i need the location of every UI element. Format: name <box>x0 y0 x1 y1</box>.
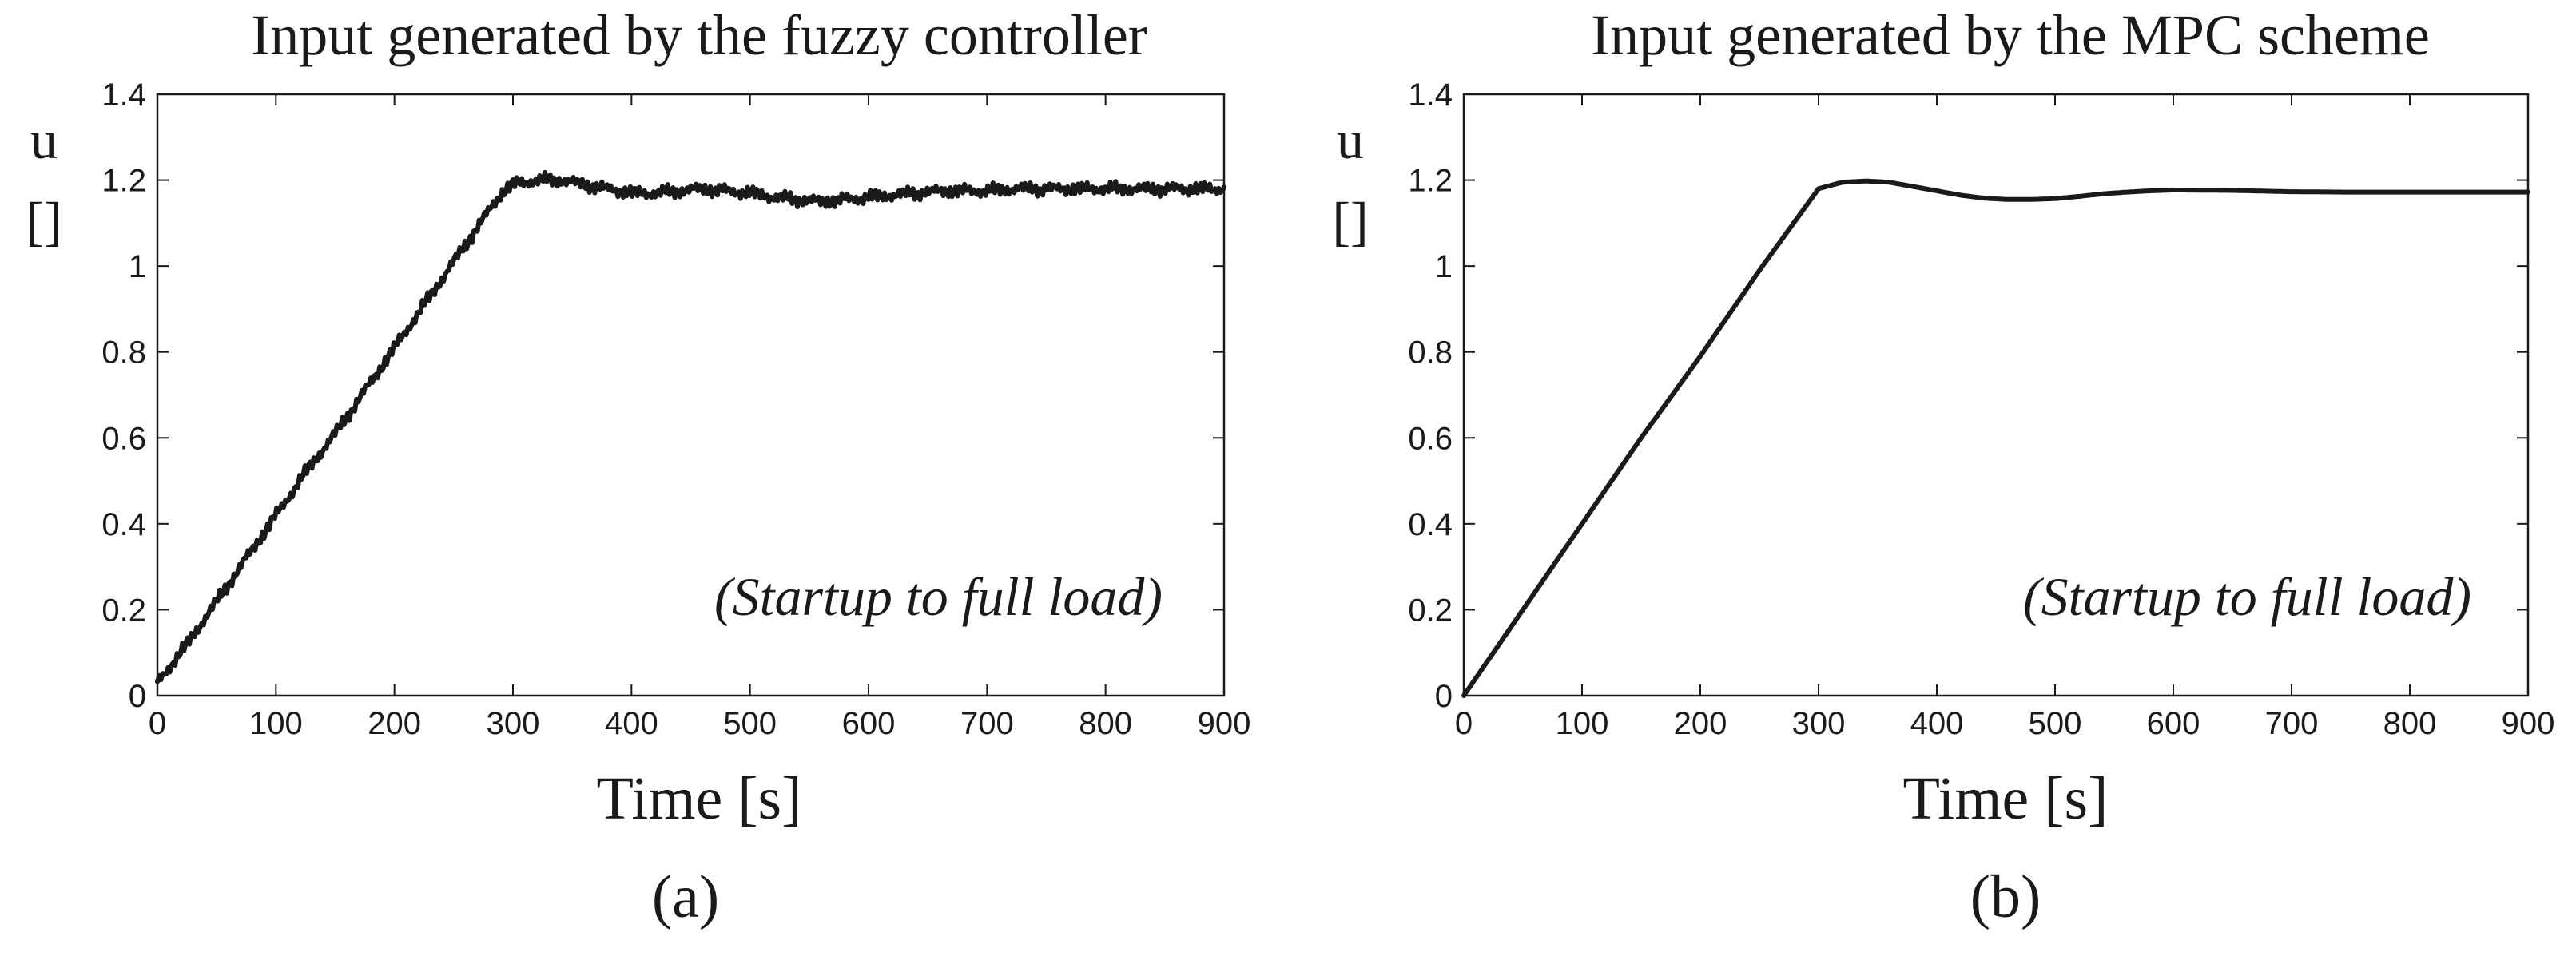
x-tick-label: 500 <box>723 706 777 741</box>
x-tick-label: 900 <box>1198 706 1251 741</box>
x-tick-label: 200 <box>1674 706 1727 741</box>
plot-frame <box>156 93 1226 697</box>
x-tick-label: 800 <box>1079 706 1132 741</box>
y-tick-label: 1.2 <box>101 164 146 199</box>
y-axis-label-unit: [] <box>26 191 62 252</box>
y-tick-label: 0.2 <box>1408 593 1453 628</box>
y-tick-label: 0.4 <box>1408 507 1453 542</box>
chart-panel-a: Input generated by the fuzzy controller … <box>26 3 1250 930</box>
series-line <box>155 169 1226 684</box>
x-tick-label: 500 <box>2029 706 2082 741</box>
chart-annotation: (Startup to full load) <box>714 566 1163 627</box>
x-tick-label: 200 <box>368 706 421 741</box>
y-tick-label: 0 <box>129 679 146 714</box>
x-axis-label: Time [s] <box>1903 765 2109 832</box>
x-axis-label: Time [s] <box>597 765 802 832</box>
y-tick-label: 1 <box>1435 249 1453 284</box>
panel-label: (b) <box>1970 863 2041 930</box>
chart-annotation: (Startup to full load) <box>2023 566 2471 627</box>
x-tick-label: 0 <box>149 706 166 741</box>
plot-area: 0 100 200 300 400 500 600 700 800 900 0 0.2 0.4 0.6 0.… <box>1408 77 2554 741</box>
y-tick-label: 0.4 <box>101 507 146 542</box>
chart-title: Input generated by the fuzzy controller <box>251 3 1147 67</box>
y-tick-label: 1.4 <box>101 77 146 113</box>
x-tick-label: 0 <box>1455 706 1473 741</box>
chart-panel-b: Input generated by the MPC scheme u [] 0… <box>1332 3 2554 930</box>
y-tick-label: 0.8 <box>101 335 146 371</box>
x-tick-label: 400 <box>1910 706 1964 741</box>
y-tick-label: 0.6 <box>101 421 146 456</box>
y-axis-label-unit: [] <box>1332 191 1368 252</box>
x-tick-label: 600 <box>842 706 896 741</box>
y-tick-label: 1.4 <box>1408 77 1453 113</box>
chart-title: Input generated by the MPC scheme <box>1591 3 2430 67</box>
y-tick-label: 0.8 <box>1408 335 1453 371</box>
panel-label: (a) <box>652 863 719 930</box>
y-axis-label-symbol: u <box>1337 109 1364 170</box>
y-axis-label-symbol: u <box>30 109 58 170</box>
plot-frame <box>1462 93 2530 697</box>
x-tick-label: 400 <box>605 706 658 741</box>
x-tick-label: 300 <box>1792 706 1846 741</box>
y-tick-label: 1 <box>129 249 146 284</box>
x-tick-label: 700 <box>2265 706 2319 741</box>
x-tick-label: 100 <box>1556 706 1609 741</box>
plot-area: 0 100 200 300 400 500 600 700 800 900 0 0.2 0.4 0.6 0.… <box>101 77 1250 741</box>
x-tick-label: 600 <box>2147 706 2200 741</box>
series-line <box>1461 178 2530 698</box>
x-tick-label: 700 <box>960 706 1014 741</box>
y-tick-label: 0.2 <box>101 593 146 628</box>
x-tick-label: 100 <box>249 706 303 741</box>
y-tick-label: 0 <box>1435 679 1453 714</box>
y-tick-label: 1.2 <box>1408 164 1453 199</box>
y-tick-label: 0.6 <box>1408 421 1453 456</box>
x-tick-label: 900 <box>2502 706 2555 741</box>
x-tick-label: 300 <box>487 706 540 741</box>
x-tick-label: 800 <box>2383 706 2437 741</box>
